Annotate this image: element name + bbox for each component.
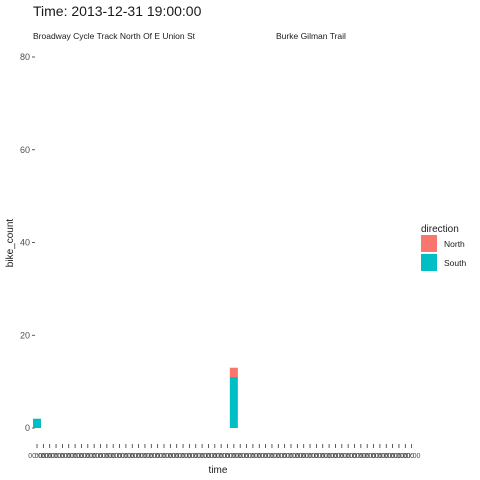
x-tick-label: 00:00 bbox=[155, 453, 173, 460]
x-axis-title: time bbox=[209, 465, 228, 476]
legend-title: direction bbox=[421, 224, 459, 235]
x-tick-label: 00:00 bbox=[403, 453, 421, 460]
x-tick-label: 00:00 bbox=[66, 453, 84, 460]
y-tick-label: 20 bbox=[20, 330, 30, 340]
x-tick-label: 00:00 bbox=[250, 453, 268, 460]
x-tick-label: 00:00 bbox=[117, 453, 135, 460]
x-tick-label: 00:00 bbox=[276, 453, 294, 460]
x-tick-label: 00:00 bbox=[35, 453, 53, 460]
x-tick-label: 00:00 bbox=[206, 453, 224, 460]
x-tick-label: 00:00 bbox=[358, 453, 376, 460]
legend-label-south: South bbox=[444, 258, 466, 268]
x-tick-label: 00:00 bbox=[79, 453, 97, 460]
x-tick-label: 00:00 bbox=[187, 453, 205, 460]
x-tick-label: 00:00 bbox=[371, 453, 389, 460]
x-tick-label: 00:00 bbox=[200, 453, 218, 460]
chart-title: Time: 2013-12-31 19:00:00 bbox=[33, 3, 202, 19]
x-tick-label: 00:00 bbox=[143, 453, 161, 460]
x-tick-label: 00:00 bbox=[212, 453, 230, 460]
x-tick-label: 00:00 bbox=[257, 453, 275, 460]
x-tick-label: 00:00 bbox=[225, 453, 243, 460]
x-tick-label: 00:00 bbox=[270, 453, 288, 460]
x-tick-label: 00:00 bbox=[85, 453, 103, 460]
x-tick-label: 00:00 bbox=[282, 453, 300, 460]
x-tick-label: 00:00 bbox=[111, 453, 129, 460]
y-axis-title: bike_count bbox=[5, 219, 16, 268]
bars bbox=[33, 367, 238, 428]
x-tick-label: 00:00 bbox=[352, 453, 370, 460]
y-tick-label: 40 bbox=[20, 238, 30, 248]
x-tick-label: 00:00 bbox=[92, 453, 110, 460]
legend-label-north: North bbox=[444, 239, 465, 249]
x-tick-label: 00:00 bbox=[333, 453, 351, 460]
legend-swatch-north bbox=[421, 235, 437, 252]
bar-south bbox=[33, 418, 41, 428]
x-tick-label: 00:00 bbox=[289, 453, 307, 460]
x-tick-label: 00:00 bbox=[136, 453, 154, 460]
x-tick-label: 00:00 bbox=[174, 453, 192, 460]
x-tick-label: 00:00 bbox=[397, 453, 415, 460]
x-tick-label: 00:00 bbox=[320, 453, 338, 460]
x-tick-label: 00:00 bbox=[314, 453, 332, 460]
facet-label-burke-gilman: Burke Gilman Trail bbox=[276, 31, 346, 41]
x-tick-label: 00:00 bbox=[346, 453, 364, 460]
x-tick-label: 00:00 bbox=[365, 453, 383, 460]
x-tick-label: 00:00 bbox=[263, 453, 281, 460]
legend: direction North South bbox=[421, 224, 466, 271]
x-tick-label: 00:00 bbox=[168, 453, 186, 460]
x-tick-label: 00:00 bbox=[244, 453, 262, 460]
x-tick-label: 00:00 bbox=[327, 453, 345, 460]
x-tick-label: 00:00 bbox=[104, 453, 122, 460]
x-tick-label: 00:00 bbox=[123, 453, 141, 460]
facet-label-broadway: Broadway Cycle Track North Of E Union St bbox=[33, 31, 196, 41]
y-tick-label: 0 bbox=[25, 423, 30, 433]
x-tick-label: 00:00 bbox=[295, 453, 313, 460]
x-tick-label: 00:00 bbox=[384, 453, 402, 460]
x-tick-label: 00:00 bbox=[162, 453, 180, 460]
legend-swatch-south bbox=[421, 254, 437, 271]
x-tick-label: 00:00 bbox=[60, 453, 78, 460]
x-tick-label: 00:00 bbox=[41, 453, 59, 460]
x-tick-label: 00:00 bbox=[28, 453, 46, 460]
x-tick-label: 00:00 bbox=[193, 453, 211, 460]
x-tick-label: 00:00 bbox=[339, 453, 357, 460]
x-axis: 00:0000:0000:0000:0000:0000:0000:0000:00… bbox=[28, 444, 421, 460]
x-tick-label: 00:00 bbox=[308, 453, 326, 460]
x-tick-label: 00:00 bbox=[47, 453, 65, 460]
x-tick-label: 00:00 bbox=[181, 453, 199, 460]
x-tick-label: 00:00 bbox=[377, 453, 395, 460]
x-tick-label: 00:00 bbox=[238, 453, 256, 460]
y-axis: 0 20 40 60 80 bbox=[20, 52, 35, 433]
x-tick-label: 00:00 bbox=[130, 453, 148, 460]
bar-south bbox=[229, 376, 238, 428]
x-tick-label: 00:00 bbox=[149, 453, 167, 460]
x-tick-label: 00:00 bbox=[231, 453, 249, 460]
x-tick-label: 00:00 bbox=[98, 453, 116, 460]
x-tick-label: 00:00 bbox=[390, 453, 408, 460]
y-tick-label: 80 bbox=[20, 52, 30, 62]
bar-north bbox=[229, 367, 238, 377]
x-tick-label: 00:00 bbox=[301, 453, 319, 460]
x-tick-label: 00:00 bbox=[73, 453, 91, 460]
x-tick-label: 00:00 bbox=[219, 453, 237, 460]
x-tick-label: 00:00 bbox=[54, 453, 72, 460]
y-tick-label: 60 bbox=[20, 145, 30, 155]
